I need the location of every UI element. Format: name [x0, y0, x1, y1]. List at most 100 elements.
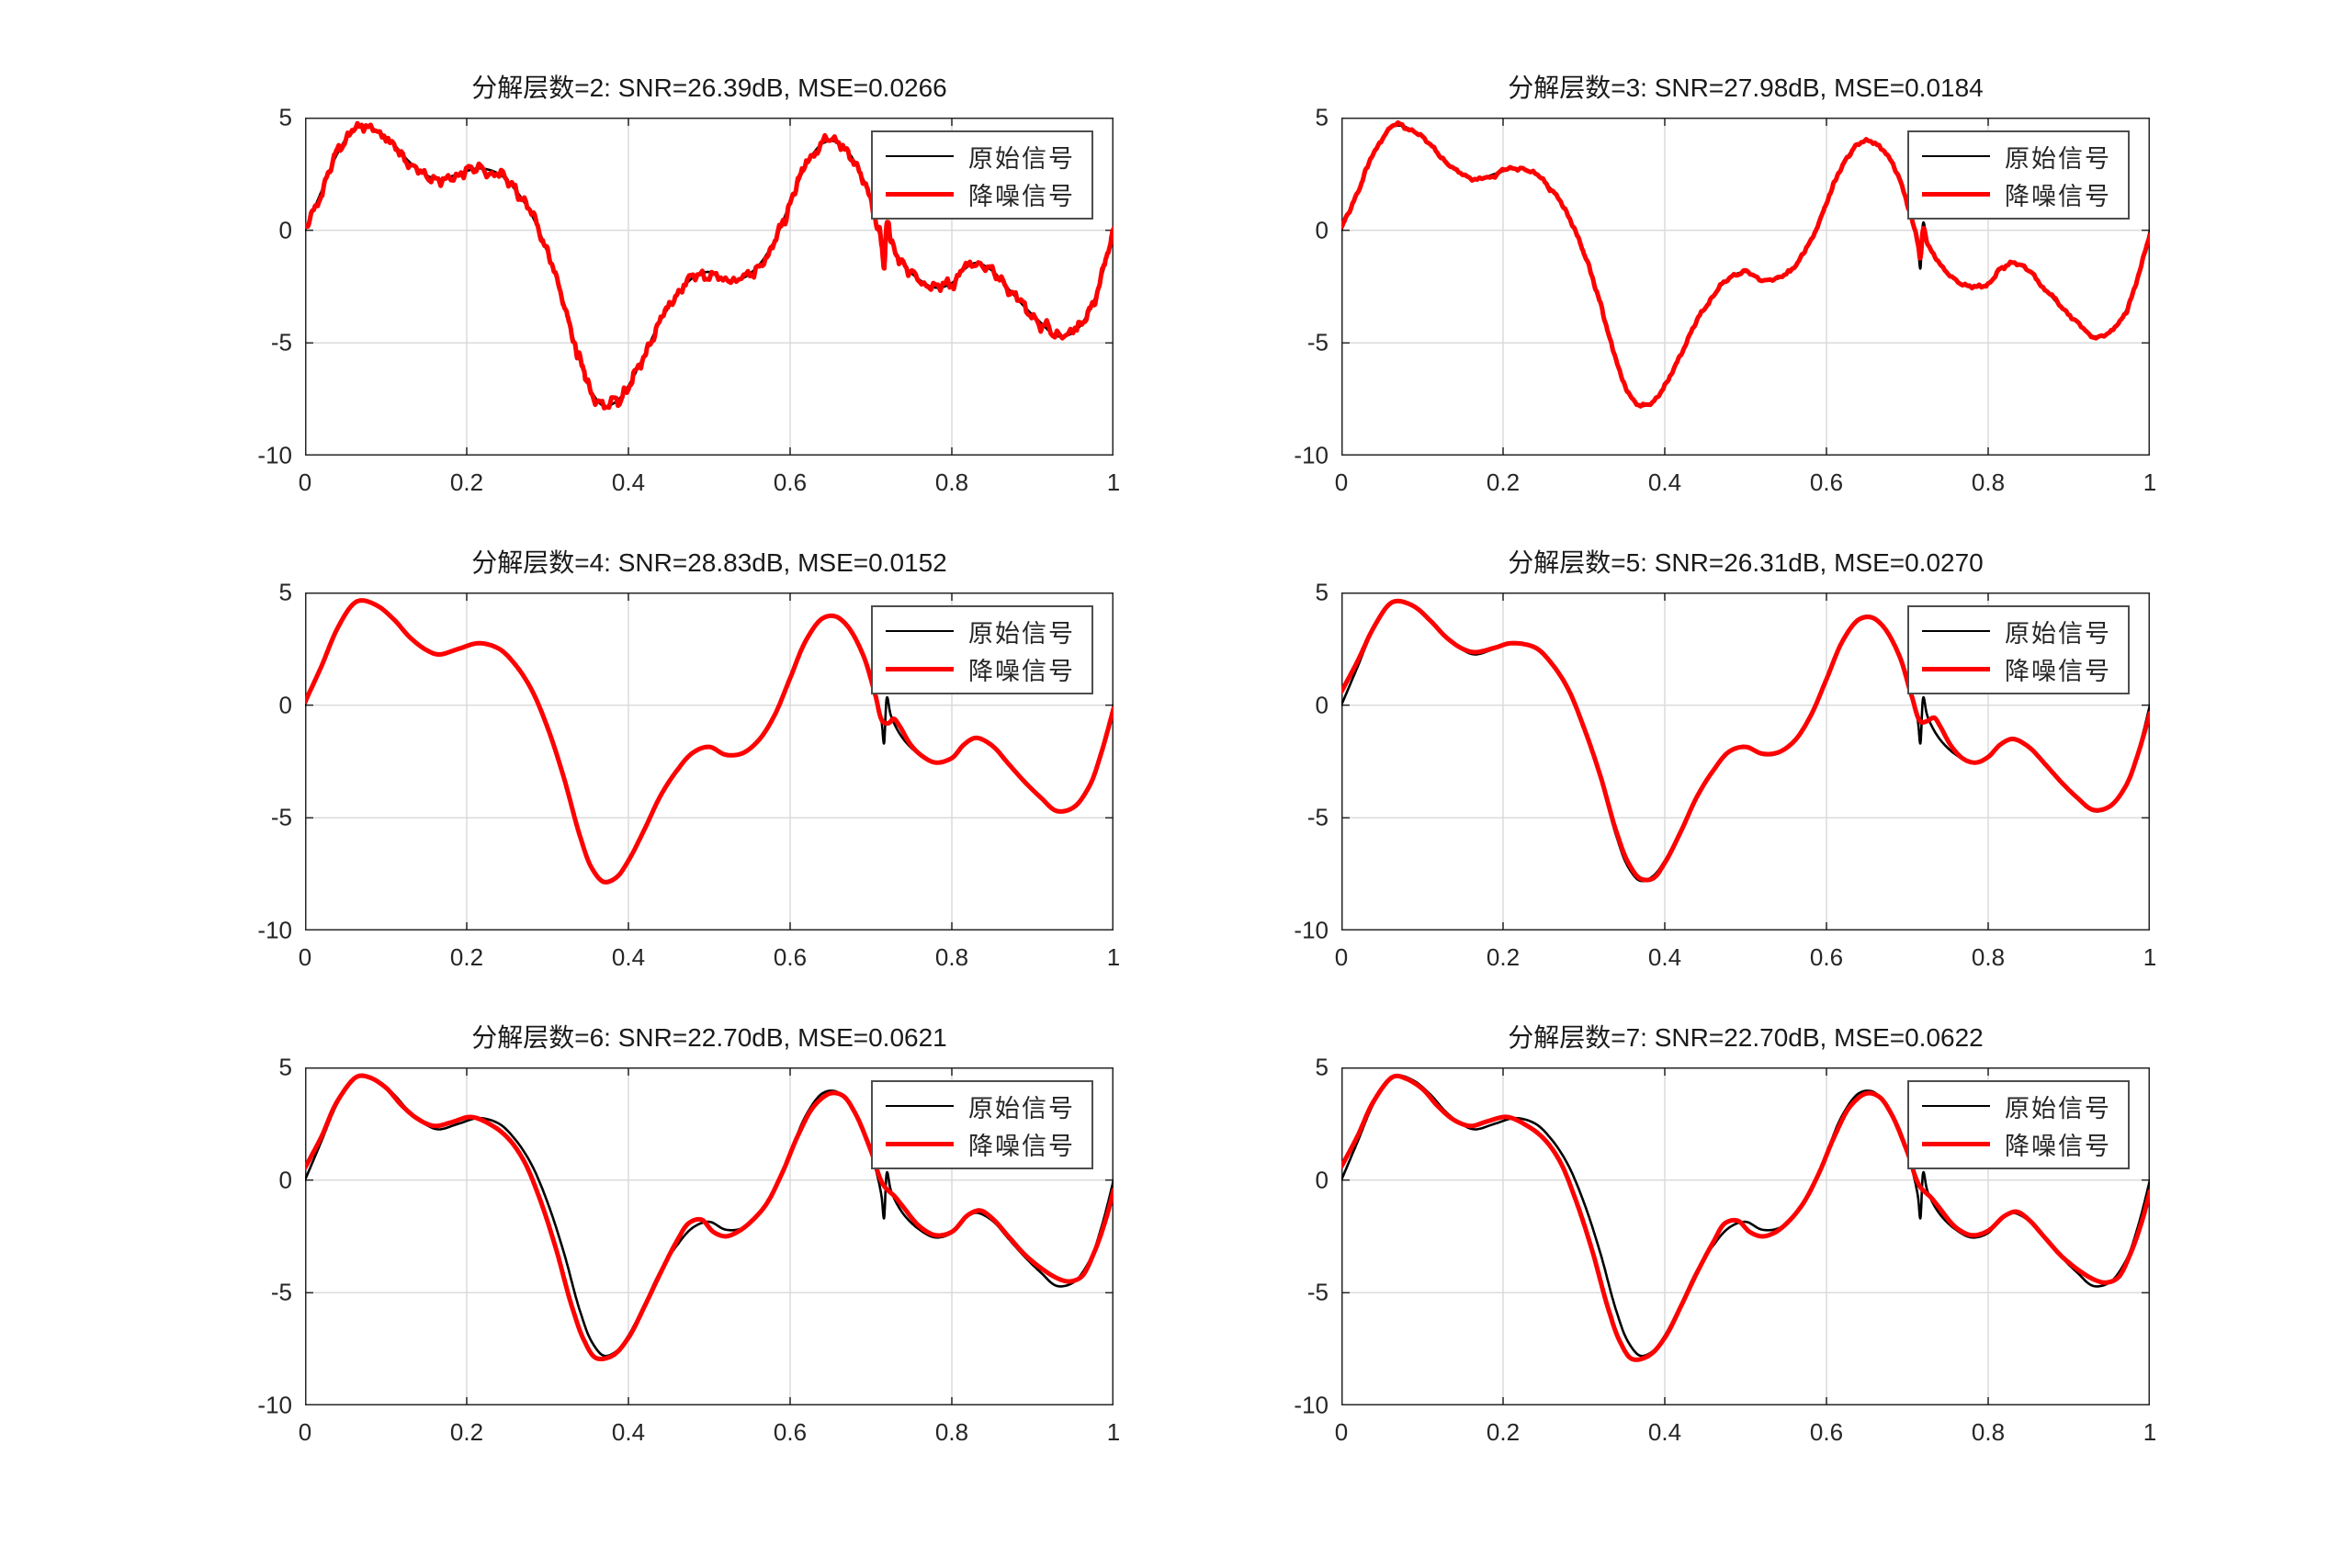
x-tick-label: 0	[1334, 1418, 1349, 1446]
legend-label-denoised: 降噪信号	[2005, 1132, 2111, 1160]
subplot-level-2: 分解层数=2: SNR=26.39dB, MSE=0.0266 5 0 -5 -10 …	[257, 73, 1120, 496]
legend-denoised-line-swatch	[1922, 191, 1990, 197]
y-axis-tick-labels: 5 0 -5 -10	[222, 104, 305, 469]
subplot-level-3: 分解层数=3: SNR=27.98dB, MSE=0.0184 5 0 -5 -10 …	[1294, 73, 2156, 496]
x-tick-label: 0.6	[773, 943, 808, 971]
subplot-title: 分解层数=5: SNR=26.31dB, MSE=0.0270	[1508, 548, 1984, 577]
subplot-title: 分解层数=7: SNR=22.70dB, MSE=0.0622	[1508, 1023, 1984, 1052]
y-tick-label: 5	[1315, 578, 1329, 606]
x-tick-label: 0.8	[934, 943, 969, 971]
y-tick-label: -10	[257, 441, 292, 469]
y-axis-tick-labels: 5 0 -5 -10	[1259, 1054, 1341, 1419]
y-tick-label: 5	[1315, 1053, 1329, 1081]
legend-original-line-swatch	[886, 630, 954, 632]
y-tick-label: -5	[270, 1278, 292, 1306]
x-tick-label: 0.4	[1647, 1418, 1682, 1446]
x-tick-label: 0.4	[611, 943, 646, 971]
legend: 原始信号 降噪信号	[871, 130, 1093, 220]
legend-label-original: 原始信号	[968, 619, 1075, 648]
y-tick-label: -5	[1306, 328, 1329, 356]
plot-area	[305, 118, 1114, 456]
x-tick-label: 0.4	[1647, 943, 1682, 971]
subplot-title: 分解层数=6: SNR=22.70dB, MSE=0.0621	[471, 1023, 947, 1052]
y-axis-tick-labels: 5 0 -5 -10	[222, 1054, 305, 1419]
legend-denoised-line-swatch	[1922, 1141, 1990, 1146]
legend-label-denoised: 降噪信号	[2005, 182, 2111, 210]
legend-original-line-swatch	[1922, 630, 1990, 632]
legend-label-denoised: 降噪信号	[968, 657, 1075, 685]
x-axis-tick-labels: 0 0.2 0.4 0.6 0.8 1	[299, 456, 1120, 507]
y-tick-label: -10	[1294, 1391, 1329, 1419]
x-tick-label: 1	[2143, 943, 2157, 971]
y-axis-tick-labels: 5 0 -5 -10	[1259, 104, 1341, 469]
legend: 原始信号 降噪信号	[871, 1080, 1093, 1169]
legend-original-line-swatch	[886, 1105, 954, 1107]
x-tick-label: 1	[1106, 1418, 1121, 1446]
y-tick-label: -10	[1294, 916, 1329, 944]
legend-label-denoised: 降噪信号	[968, 182, 1075, 210]
y-tick-label: -5	[270, 803, 292, 831]
subplot-level-6: 分解层数=6: SNR=22.70dB, MSE=0.0621 5 0 -5 -10 …	[257, 1023, 1120, 1446]
x-tick-label: 0.2	[1486, 1418, 1521, 1446]
subplot-title: 分解层数=3: SNR=27.98dB, MSE=0.0184	[1508, 73, 1984, 102]
x-tick-label: 0.8	[934, 1418, 969, 1446]
legend-item-original: 原始信号	[886, 141, 1075, 173]
legend-denoised-line-swatch	[1922, 666, 1990, 671]
legend: 原始信号 降噪信号	[1907, 130, 2130, 220]
subplot-level-4: 分解层数=4: SNR=28.83dB, MSE=0.0152 5 0 -5 -10 …	[257, 548, 1120, 971]
legend-label-original: 原始信号	[968, 144, 1075, 173]
y-tick-label: 0	[1315, 216, 1329, 244]
legend-original-line-swatch	[1922, 1105, 1990, 1107]
y-tick-label: -10	[257, 1391, 292, 1419]
x-axis-tick-labels: 0 0.2 0.4 0.6 0.8 1	[299, 1405, 1120, 1457]
y-tick-label: 5	[278, 1053, 292, 1081]
x-tick-label: 0.4	[611, 1418, 646, 1446]
x-tick-label: 0.4	[611, 468, 646, 496]
y-tick-label: -5	[1306, 803, 1329, 831]
legend-label-denoised: 降噪信号	[968, 1132, 1075, 1160]
x-tick-label: 0.6	[1809, 1418, 1844, 1446]
x-tick-label: 0.2	[449, 943, 484, 971]
legend: 原始信号 降噪信号	[1907, 605, 2130, 694]
legend-item-original: 原始信号	[1922, 615, 2111, 648]
legend-item-original: 原始信号	[1922, 141, 2111, 173]
y-axis-tick-labels: 5 0 -5 -10	[222, 579, 305, 944]
x-tick-label: 1	[1106, 943, 1121, 971]
plot-area	[1341, 1067, 2150, 1405]
legend-item-denoised: 降噪信号	[1922, 178, 2111, 210]
y-tick-label: -5	[1306, 1278, 1329, 1306]
legend-item-denoised: 降噪信号	[886, 653, 1075, 685]
legend-item-denoised: 降噪信号	[1922, 653, 2111, 685]
legend-item-denoised: 降噪信号	[886, 178, 1075, 210]
x-tick-label: 0.6	[773, 468, 808, 496]
legend-original-line-swatch	[1922, 155, 1990, 157]
legend-item-original: 原始信号	[1922, 1090, 2111, 1122]
x-tick-label: 0.2	[449, 468, 484, 496]
legend-label-original: 原始信号	[2005, 144, 2111, 173]
legend-original-line-swatch	[886, 155, 954, 157]
x-tick-label: 0.2	[1486, 468, 1521, 496]
y-tick-label: 0	[278, 691, 292, 719]
legend-label-original: 原始信号	[968, 1094, 1075, 1122]
y-tick-label: 5	[278, 578, 292, 606]
x-tick-label: 0	[1334, 943, 1349, 971]
legend-label-original: 原始信号	[2005, 619, 2111, 648]
x-tick-label: 0	[298, 1418, 312, 1446]
x-tick-label: 0.8	[934, 468, 969, 496]
y-tick-label: 0	[1315, 691, 1329, 719]
legend-label-original: 原始信号	[2005, 1094, 2111, 1122]
y-axis-tick-labels: 5 0 -5 -10	[1259, 579, 1341, 944]
y-tick-label: -10	[257, 916, 292, 944]
plot-area	[305, 1067, 1114, 1405]
x-tick-label: 0.6	[1809, 468, 1844, 496]
x-tick-label: 0.6	[1809, 943, 1844, 971]
y-tick-label: 5	[1315, 103, 1329, 131]
x-axis-tick-labels: 0 0.2 0.4 0.6 0.8 1	[1335, 456, 2156, 507]
x-tick-label: 0.4	[1647, 468, 1682, 496]
x-tick-label: 0	[298, 468, 312, 496]
legend-item-original: 原始信号	[886, 615, 1075, 648]
y-tick-label: -5	[270, 328, 292, 356]
subplot-title: 分解层数=4: SNR=28.83dB, MSE=0.0152	[471, 548, 947, 577]
x-tick-label: 1	[1106, 468, 1121, 496]
legend-item-denoised: 降噪信号	[1922, 1128, 2111, 1160]
